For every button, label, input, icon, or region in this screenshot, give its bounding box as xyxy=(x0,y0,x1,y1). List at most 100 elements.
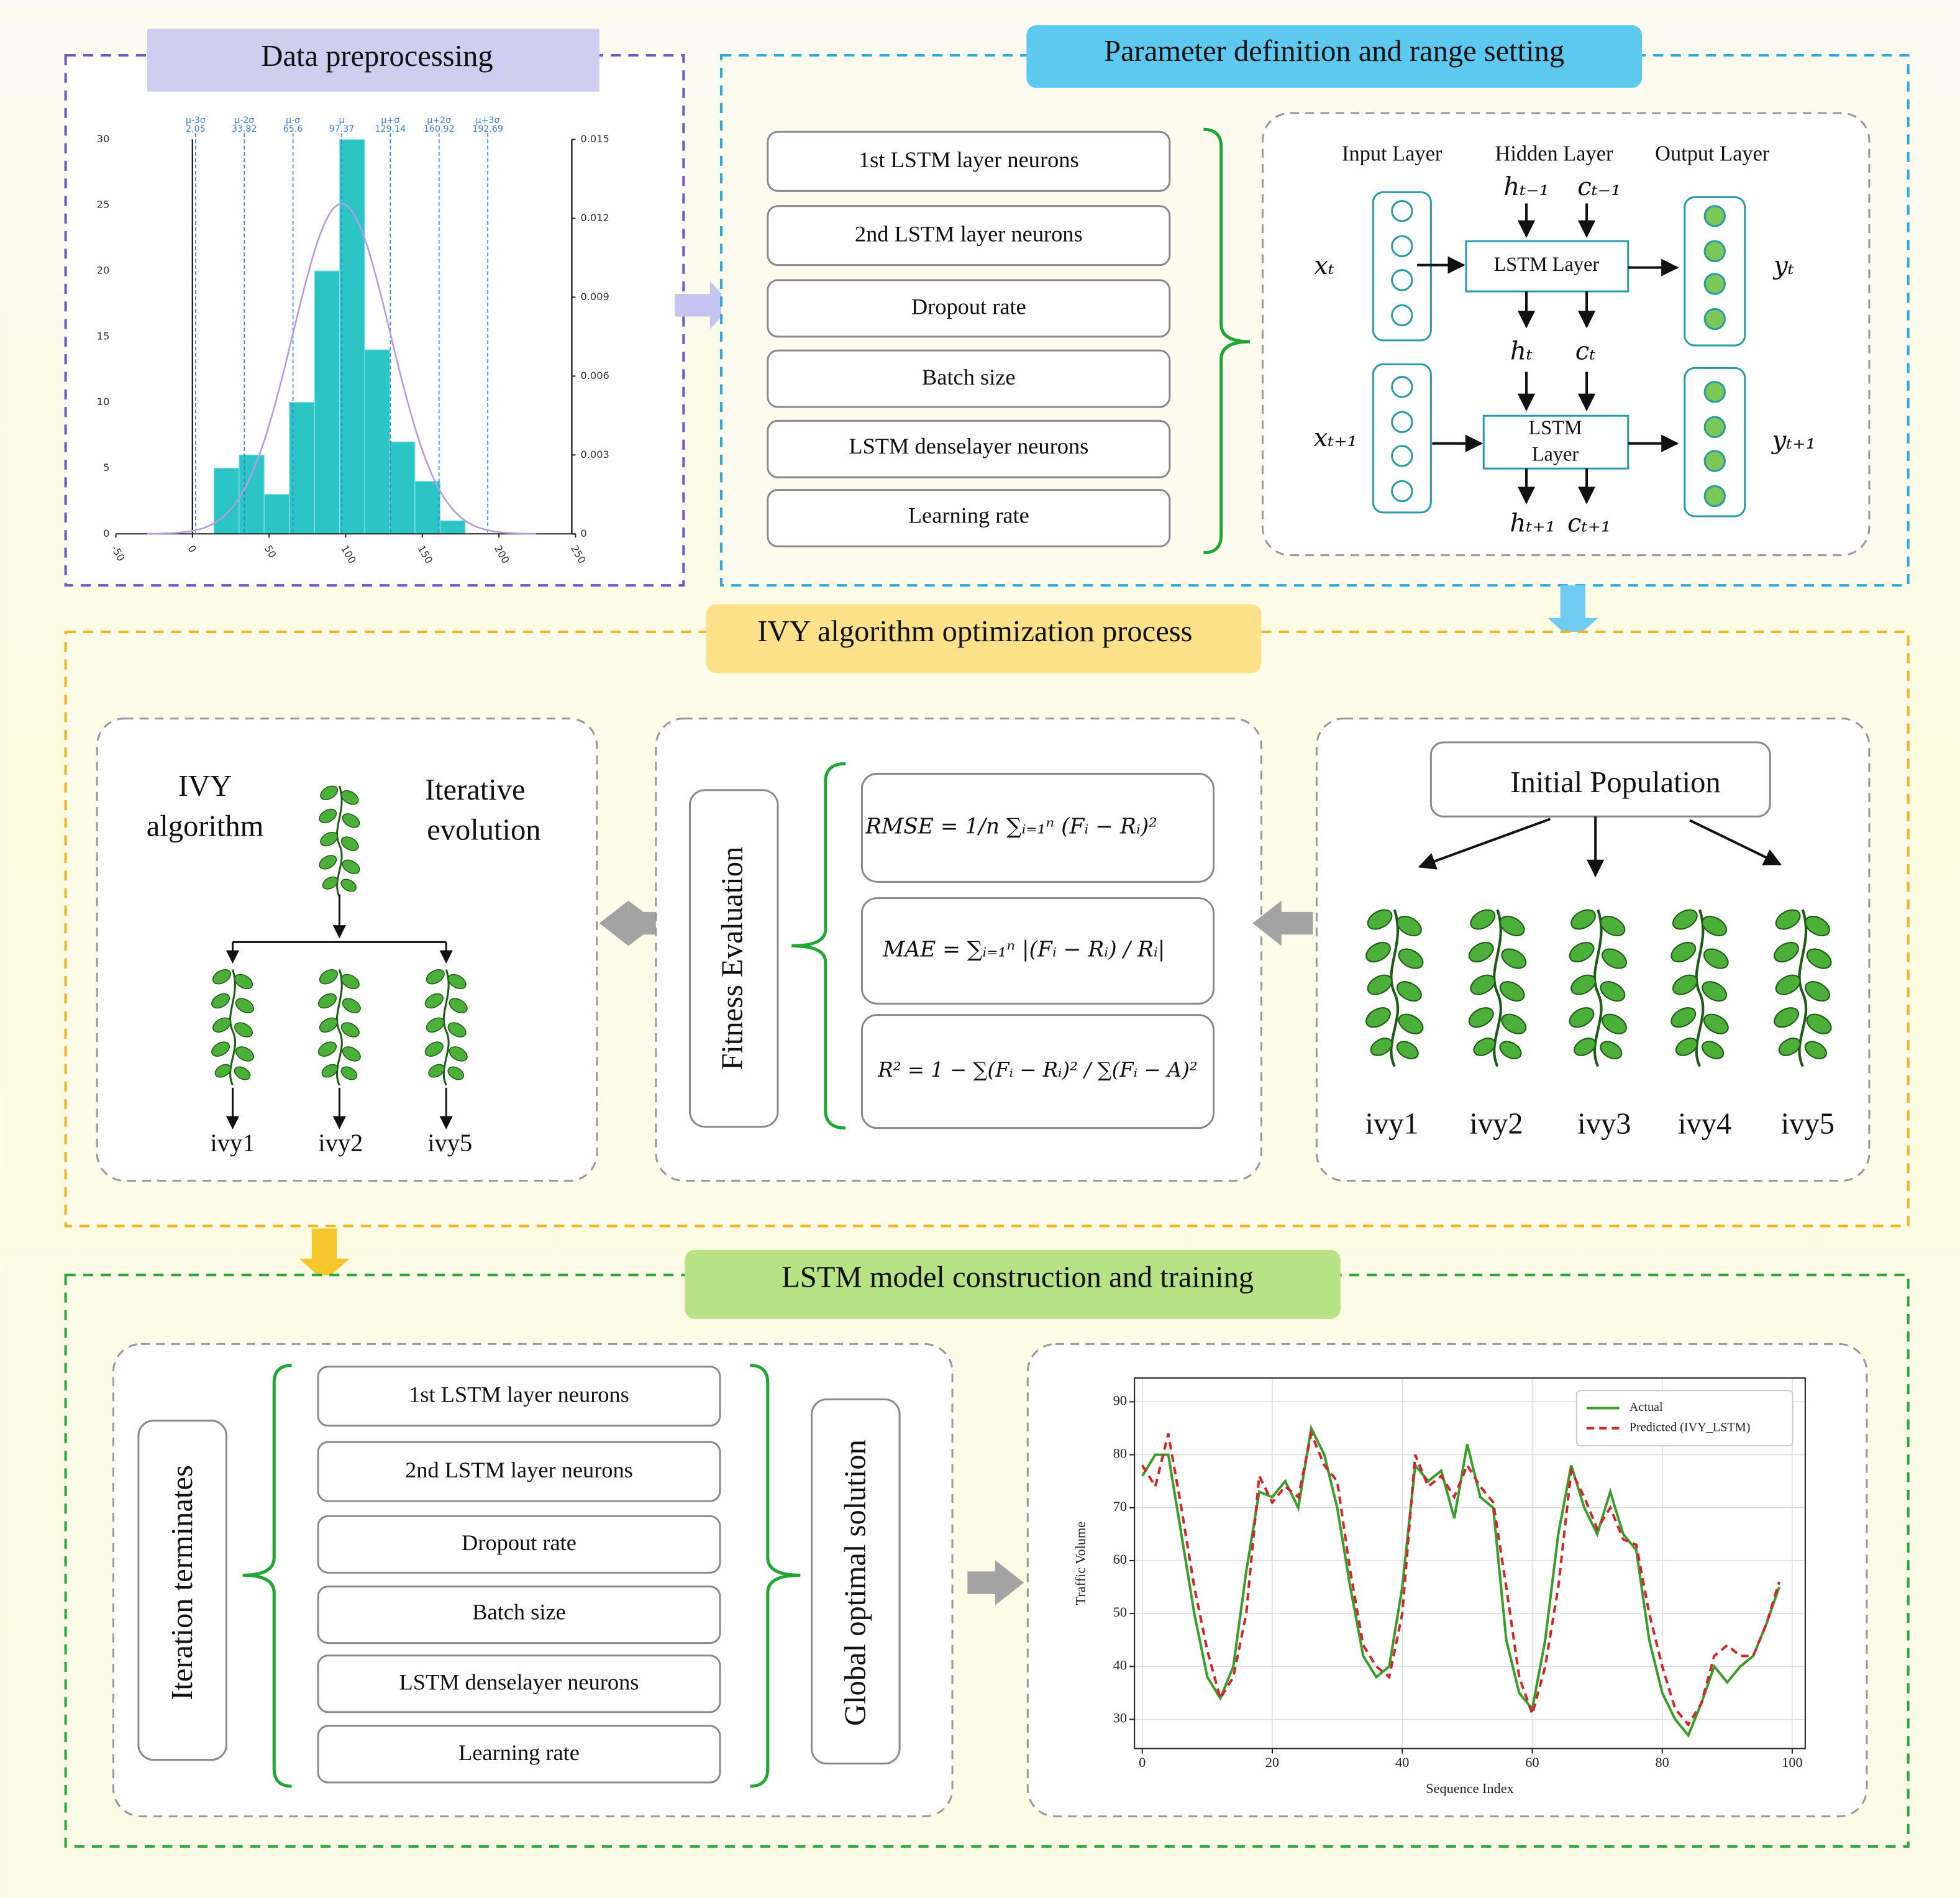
parameter: 2nd LSTM layer neurons xyxy=(405,1458,633,1482)
training-title-bg xyxy=(685,1249,1341,1319)
y2-tick-label: 0.006 xyxy=(581,370,609,381)
symbol: cₜ₋₁ xyxy=(1577,171,1621,201)
parameter-box xyxy=(767,130,1171,192)
arrow xyxy=(675,281,733,329)
parameter-box xyxy=(767,419,1171,478)
preprocessing-title-bg xyxy=(147,29,599,92)
output-nodes xyxy=(1703,205,1726,331)
annotation-value: 192.69 xyxy=(472,124,503,134)
y-tick-label: 15 xyxy=(97,330,110,342)
bar xyxy=(389,441,416,534)
parameter: LSTM denselayer neurons xyxy=(849,434,1088,459)
y2-tick-label: 0.015 xyxy=(581,133,609,145)
solution-label: Global optimal solution xyxy=(839,1439,872,1726)
parameter: Batch size xyxy=(472,1599,566,1624)
annotation-label: μ-σ xyxy=(286,116,300,125)
terminates-label: Iteration terminates xyxy=(166,1465,199,1700)
y2-tick-label: 0 xyxy=(581,527,587,539)
series-line xyxy=(1141,1429,1780,1727)
population-label: Initial Population xyxy=(1510,766,1720,799)
parameter-box xyxy=(767,349,1171,408)
normal-curve xyxy=(147,203,537,535)
parameter: 1st LSTM layer neurons xyxy=(409,1382,629,1407)
fitness-box xyxy=(688,789,779,1128)
parameter: LSTM denselayer neurons xyxy=(399,1670,639,1695)
y-tick-label: 5 xyxy=(103,462,109,473)
bracket xyxy=(750,1364,801,1788)
label: evolution xyxy=(427,814,540,847)
symbol: cₜ₊₁ xyxy=(1567,508,1611,538)
parameter-box xyxy=(317,1654,721,1713)
parameter: Batch size xyxy=(922,365,1016,390)
formula: R² = 1 − ∑(Fᵢ − Rᵢ)² / ∑(Fᵢ − A)² xyxy=(877,1058,1197,1082)
parameter-box xyxy=(317,1725,721,1784)
bracket xyxy=(242,1364,292,1788)
parameter-box xyxy=(317,1585,721,1645)
lstm-layer-label: LSTM xyxy=(1528,416,1582,439)
parameter-box xyxy=(317,1366,721,1427)
parameter: Learning rate xyxy=(458,1740,580,1765)
y-tick-label: 30 xyxy=(97,133,110,145)
ivy-title: IVY algorithm optimization process xyxy=(757,615,1192,648)
y-tick-label: 0 xyxy=(103,527,109,539)
y-tick-label: 30 xyxy=(1113,1710,1127,1726)
layer-label: Input Layer xyxy=(1342,142,1443,166)
x-tick-label: 40 xyxy=(1395,1754,1409,1770)
y-tick-label: 20 xyxy=(97,265,110,276)
annotation-value: 160.92 xyxy=(424,124,454,134)
parameter: 2nd LSTM layer neurons xyxy=(855,221,1083,246)
label: Iterative xyxy=(425,773,526,806)
ivy-label: ivy1 xyxy=(1365,1108,1419,1141)
formula: MAE = ∑ᵢ₌₁ⁿ |(Fᵢ − Rᵢ) / Rᵢ| xyxy=(882,938,1165,962)
formula: RMSE = 1/n ∑ᵢ₌₁ⁿ (Fᵢ − Rᵢ)² xyxy=(865,814,1157,839)
bar xyxy=(289,402,315,534)
y-axis-label: Traffic Volume xyxy=(1072,1522,1088,1605)
label: algorithm xyxy=(147,810,264,843)
y-tick-label: 60 xyxy=(1113,1551,1127,1567)
formula-box xyxy=(860,897,1215,1005)
y-tick-label: 50 xyxy=(1113,1604,1127,1620)
population-box xyxy=(1429,741,1771,818)
plot-frame xyxy=(1134,1377,1806,1750)
y-tick-label: 10 xyxy=(97,396,110,408)
parameter: Dropout rate xyxy=(911,294,1026,319)
parameters-title-bg xyxy=(1026,25,1643,88)
annotation-label: μ-2σ xyxy=(234,116,254,125)
arrow xyxy=(1689,819,1782,865)
preprocessing-title: Data preprocessing xyxy=(261,40,493,73)
annotation-value: 2.05 xyxy=(186,124,205,134)
symbol: xₜ₊₁ xyxy=(1314,422,1357,452)
input-nodes xyxy=(1391,199,1413,327)
solution-box xyxy=(811,1398,901,1765)
annotation-label: μ+σ xyxy=(381,116,399,125)
terminates-box xyxy=(137,1420,227,1761)
parameter: Dropout rate xyxy=(462,1530,577,1555)
parameter-box xyxy=(767,489,1171,548)
y-tick-label: 80 xyxy=(1113,1446,1127,1461)
ivy-label: ivy1 xyxy=(211,1129,255,1157)
parameter-list: 1st LSTM layer neurons 2nd LSTM layer ne… xyxy=(767,130,1171,548)
parameter-box xyxy=(317,1441,721,1502)
x-axis-label: Sequence Index xyxy=(1426,1781,1513,1796)
layer-label: Hidden Layer xyxy=(1495,142,1613,166)
annotation-label: μ+2σ xyxy=(427,116,451,125)
y-tick-label: 40 xyxy=(1113,1657,1127,1672)
ivy-label: ivy2 xyxy=(1469,1108,1523,1141)
input-nodes xyxy=(1391,376,1413,503)
x-tick-label: 100 xyxy=(1782,1754,1802,1770)
y-tick-label: 90 xyxy=(1113,1392,1127,1408)
y2-tick-label: 0.009 xyxy=(581,291,609,303)
bar xyxy=(263,494,290,534)
symbol: hₜ₊₁ xyxy=(1510,508,1556,538)
x-tick-label: 0 xyxy=(1139,1754,1146,1770)
parameter-box xyxy=(317,1515,721,1574)
bar xyxy=(239,454,265,534)
arrow xyxy=(967,1560,1024,1605)
legend-box xyxy=(1575,1390,1794,1447)
bracket xyxy=(1203,127,1251,555)
y-tick-label: 70 xyxy=(1113,1499,1127,1514)
symbol: xₜ xyxy=(1314,250,1334,280)
annotation-value: 97.37 xyxy=(329,124,354,134)
histogram: -50 0 50 100 150 200 25005101520253000.0030.00… xyxy=(97,116,609,565)
